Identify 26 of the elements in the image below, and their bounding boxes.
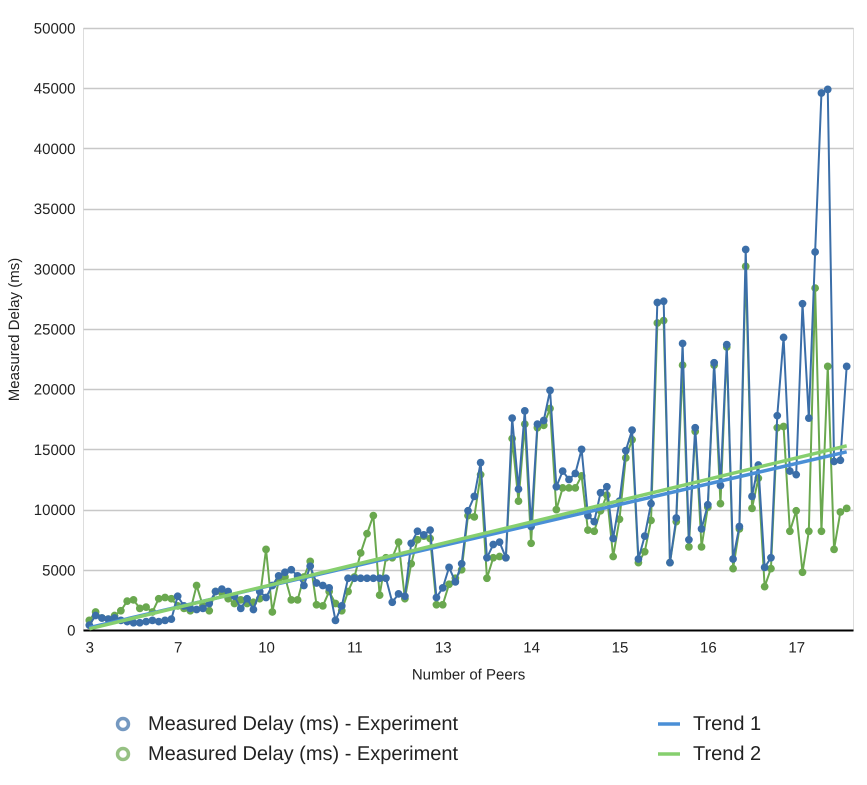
legend-label: Trend 2	[693, 743, 762, 765]
x-tick-label: 10	[258, 640, 275, 656]
x-tick-label: 17	[788, 640, 806, 656]
y-tick-label: 5000	[42, 562, 76, 580]
x-tick-label: 15	[612, 640, 628, 656]
y-tick-label: 25000	[34, 322, 76, 338]
x-tick-label: 7	[174, 640, 182, 656]
y-tick-label: 40000	[34, 140, 76, 158]
legend-label: Measured Delay (ms) - Experiment	[148, 743, 459, 765]
x-tick-label: 11	[347, 640, 363, 656]
x-tick-label: 3	[86, 640, 94, 656]
y-axis-title: Measured Delay (ms)	[6, 258, 23, 402]
x-tick-label: 14	[523, 640, 540, 656]
y-tick-label: 50000	[34, 20, 76, 38]
x-axis-title: Number of Peers	[412, 666, 526, 684]
x-tick-label: 16	[700, 640, 717, 656]
legend-label: Trend 1	[693, 713, 762, 735]
y-tick-label: 15000	[34, 442, 76, 459]
y-tick-label: 20000	[34, 382, 76, 399]
y-tick-label: 45000	[34, 80, 76, 98]
x-tick-label: 13	[434, 640, 452, 656]
y-tick-label: 35000	[34, 201, 76, 218]
y-tick-label: 0	[67, 622, 76, 640]
y-tick-label: 30000	[34, 261, 76, 278]
legend-label: Measured Delay (ms) - Experiment	[148, 713, 459, 735]
y-tick-label: 10000	[34, 502, 76, 520]
